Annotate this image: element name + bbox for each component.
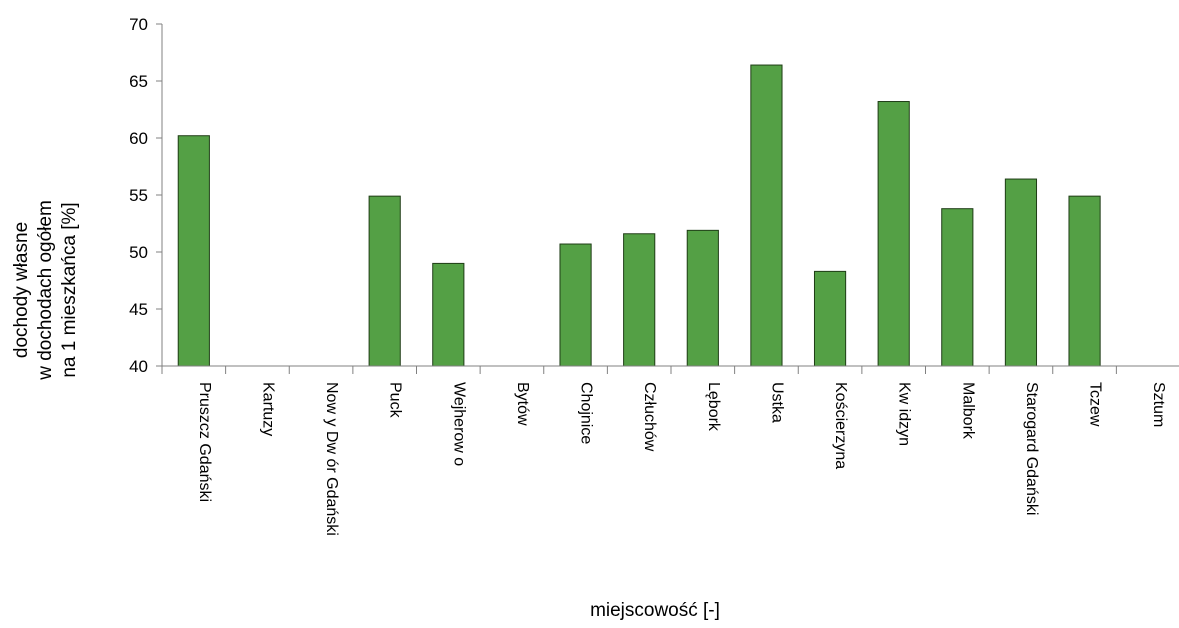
bar	[686, 229, 719, 367]
x-category-label: Lębork	[705, 382, 722, 432]
bar	[177, 135, 210, 367]
x-category-label: Kościerzyna	[832, 382, 849, 469]
x-category-label: Malbork	[959, 382, 976, 440]
x-category-label: Człuchów	[641, 382, 658, 452]
y-axis-title: dochody własne w dochodach ogółem na 1 m…	[11, 200, 80, 381]
x-category-label: Kartuzy	[259, 382, 276, 436]
x-category-label: Sztum	[1150, 382, 1167, 427]
x-axis-ticks: Pruszcz Gdański Kartuzy Now y Dw ór Gdańsk…	[161, 366, 1167, 536]
x-category-label: Now y Dw ór Gdański	[323, 382, 340, 536]
bar	[750, 64, 783, 367]
y-axis-ticks: 40 45 50 55 60 65 70	[129, 15, 162, 376]
x-axis-title: miejscowość [-]	[590, 600, 720, 621]
y-axis-title-line-3: na 1 mieszkańca [%]	[59, 202, 80, 377]
bar	[1004, 178, 1038, 367]
y-axis-title-line-2: w dochodach ogółem	[35, 200, 56, 381]
x-category-label: Tczew	[1087, 382, 1104, 427]
x-category-label: Kw idzyn	[896, 382, 913, 446]
y-tick-label: 50	[129, 243, 148, 262]
bar	[877, 101, 910, 367]
x-category-label: Pruszcz Gdański	[196, 382, 213, 502]
x-category-label: Puck	[387, 382, 404, 419]
bar	[813, 270, 847, 367]
x-category-label: Starogard Gdański	[1023, 382, 1040, 515]
x-category-label: Wejherow o	[450, 382, 467, 466]
x-category-label: Bytów	[514, 382, 531, 426]
bars	[177, 64, 1101, 367]
axes	[161, 24, 1179, 367]
bar	[623, 233, 656, 367]
y-axis-title-line-1: dochody własne	[11, 222, 32, 358]
bar	[559, 243, 592, 367]
bar	[1068, 195, 1101, 367]
y-tick-label: 65	[129, 72, 148, 91]
y-tick-label: 60	[129, 129, 148, 148]
y-tick-label: 55	[129, 186, 148, 205]
y-tick-label: 40	[129, 357, 148, 376]
x-category-label: Chojnice	[578, 382, 595, 444]
bar	[368, 195, 401, 367]
x-category-label: Ustka	[768, 382, 785, 423]
bar	[432, 262, 465, 367]
y-tick-label: 70	[129, 15, 148, 34]
y-tick-label: 45	[129, 300, 148, 319]
bar	[941, 208, 974, 367]
